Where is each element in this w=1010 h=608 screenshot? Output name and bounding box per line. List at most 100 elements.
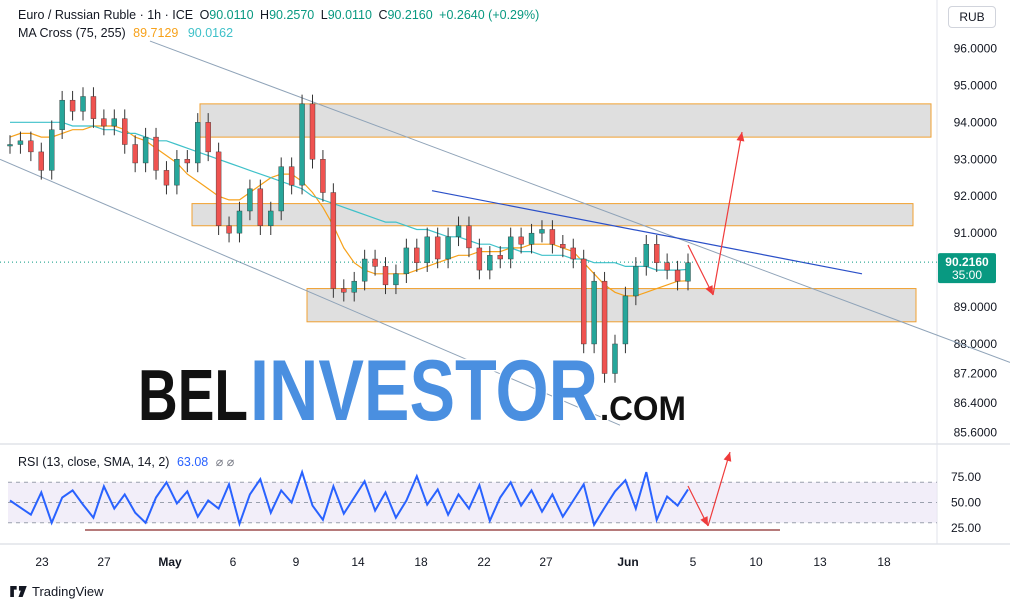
y-tick-label: 85.6000 bbox=[954, 426, 998, 440]
candle-body bbox=[69, 99, 76, 112]
candle-body bbox=[195, 122, 201, 164]
candle-body bbox=[445, 236, 451, 260]
candle-body bbox=[330, 192, 337, 289]
candle-body bbox=[215, 151, 222, 226]
rsi-line bbox=[9, 468, 689, 528]
candle-body bbox=[90, 96, 97, 119]
candle-body bbox=[591, 280, 597, 345]
candle-body bbox=[539, 229, 545, 234]
y-tick-label: 92.0000 bbox=[954, 189, 998, 203]
high-value: 90.2570 bbox=[269, 8, 315, 22]
candle-body bbox=[633, 266, 639, 297]
candle-body bbox=[153, 136, 159, 171]
watermark-domain: .COM bbox=[600, 390, 686, 428]
rsi-label: RSI (13, close, SMA, 14, 2) bbox=[18, 455, 170, 469]
x-tick-label: 27 bbox=[97, 555, 111, 569]
y-tick-label: 89.0000 bbox=[954, 300, 998, 314]
candle-body bbox=[101, 118, 107, 127]
candle-body bbox=[309, 103, 316, 160]
tradingview-logo-icon bbox=[10, 586, 27, 597]
watermark-part2: INVESTOR bbox=[250, 343, 598, 439]
candle-body bbox=[7, 144, 13, 147]
y-tick-label: 94.0000 bbox=[954, 115, 998, 129]
y-tick-label: 91.0000 bbox=[954, 226, 998, 240]
x-tick-label: 14 bbox=[351, 555, 365, 569]
x-tick-label: 10 bbox=[749, 555, 763, 569]
close-value: 90.2160 bbox=[387, 8, 433, 22]
candle-body bbox=[382, 266, 389, 286]
candle-body bbox=[372, 258, 378, 267]
x-tick-label: Jun bbox=[617, 555, 638, 569]
y-tick-label: 96.0000 bbox=[954, 41, 998, 55]
change-value: +0.2640 (+0.29%) bbox=[439, 8, 540, 22]
candle-body bbox=[17, 140, 24, 145]
candle-body bbox=[424, 236, 430, 263]
candle-body bbox=[487, 255, 493, 271]
price-tag-timer: 35:00 bbox=[952, 268, 982, 282]
y-tick-label: 86.4000 bbox=[954, 396, 998, 410]
candle-body bbox=[174, 159, 180, 186]
candle-body bbox=[341, 288, 347, 293]
x-tick-label: 23 bbox=[35, 555, 49, 569]
y-tick-label: 95.0000 bbox=[954, 78, 998, 92]
x-tick-label: 5 bbox=[690, 555, 697, 569]
candle-body bbox=[80, 96, 86, 112]
channel-upper-line bbox=[149, 40, 1010, 363]
candle-body bbox=[393, 273, 399, 286]
candle-body bbox=[643, 244, 649, 267]
candle-body bbox=[601, 280, 608, 374]
x-tick-label: 18 bbox=[877, 555, 891, 569]
candle-body bbox=[622, 295, 629, 345]
rsi-legend[interactable]: RSI (13, close, SMA, 14, 2) 63.08 ⌀ ⌀ bbox=[18, 454, 234, 469]
candle-body bbox=[247, 188, 253, 212]
resistance-zone bbox=[199, 103, 932, 138]
candle-body bbox=[268, 210, 274, 226]
candle-body bbox=[163, 170, 170, 186]
x-tick-label: 27 bbox=[539, 555, 553, 569]
y-tick-label: 87.2000 bbox=[954, 367, 998, 381]
candle-body bbox=[654, 244, 660, 263]
candle-body bbox=[205, 122, 211, 153]
tradingview-brand[interactable]: TradingView bbox=[10, 584, 104, 599]
resistance-zone bbox=[306, 288, 917, 323]
candle-body bbox=[361, 258, 368, 282]
low-label: L bbox=[320, 8, 328, 22]
symbol-name[interactable]: Euro / Russian Ruble · 1h · ICE bbox=[18, 8, 194, 22]
candle-body bbox=[288, 166, 295, 186]
candle-body bbox=[414, 247, 420, 263]
candle-body bbox=[549, 229, 556, 245]
candle-body bbox=[560, 244, 566, 249]
candle-body bbox=[528, 232, 535, 245]
candle-body bbox=[570, 247, 576, 260]
candle-body bbox=[257, 188, 264, 226]
rsi-y-tick-label: 50.00 bbox=[951, 496, 981, 510]
rsi-arrow-down-head bbox=[700, 516, 708, 526]
candle-body bbox=[507, 236, 514, 260]
high-label: H bbox=[260, 8, 270, 22]
candle-body bbox=[28, 140, 34, 153]
rsi-y-tick-label: 25.00 bbox=[951, 521, 981, 535]
candle-body bbox=[466, 225, 472, 249]
projection-arrow-up-head bbox=[736, 132, 745, 142]
candle-body bbox=[497, 255, 503, 260]
candle-body bbox=[351, 280, 357, 293]
candle-body bbox=[476, 247, 483, 271]
currency-button[interactable]: RUB bbox=[948, 6, 996, 28]
price-tag-box bbox=[938, 253, 996, 284]
watermark-part1: BEL bbox=[138, 356, 248, 436]
candle-body bbox=[226, 225, 232, 234]
candle-body bbox=[49, 129, 55, 171]
ma-legend[interactable]: MA Cross (75, 255) 89.7129 90.0162 bbox=[18, 26, 233, 40]
candle-body bbox=[278, 166, 284, 212]
rsi-visibility-icons[interactable]: ⌀ ⌀ bbox=[215, 455, 235, 469]
candle-body bbox=[664, 262, 670, 271]
watermark: BEL INVESTOR .COM bbox=[137, 342, 688, 441]
ma-label: MA Cross (75, 255) bbox=[18, 26, 126, 40]
candle-body bbox=[132, 144, 138, 164]
projection-arrow-down bbox=[687, 244, 714, 296]
open-label: O bbox=[199, 8, 210, 22]
brand-name: TradingView bbox=[32, 584, 104, 599]
x-tick-label: 13 bbox=[813, 555, 827, 569]
